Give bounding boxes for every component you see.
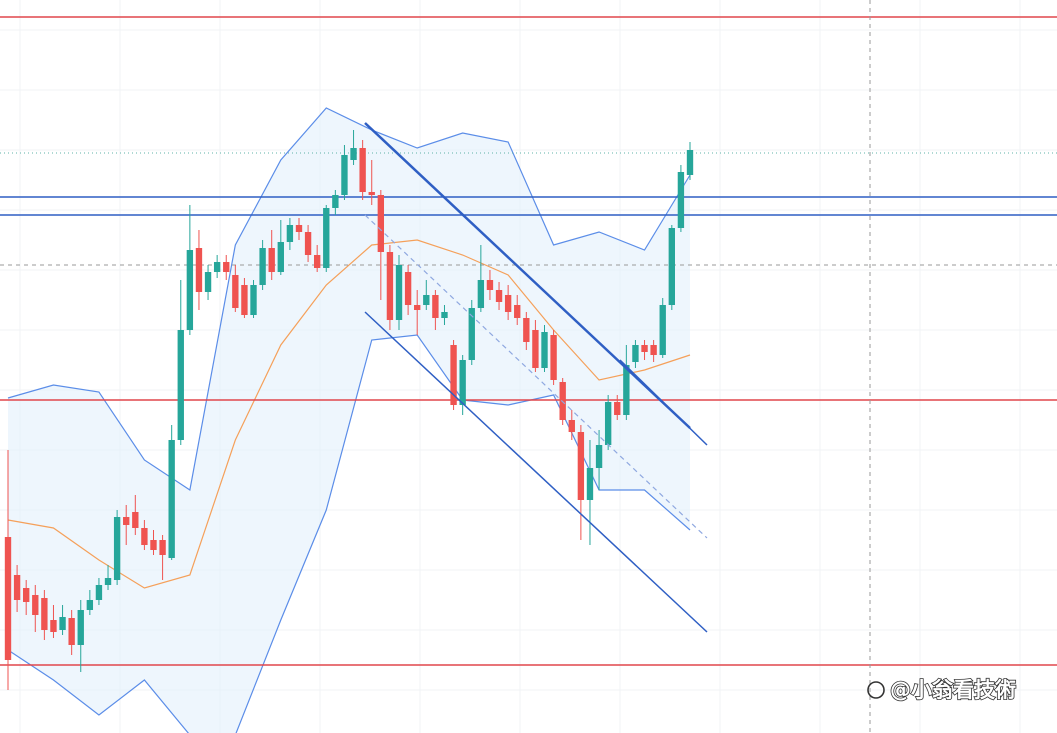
- candles: [4, 130, 694, 690]
- candle-body: [195, 248, 203, 292]
- watermark: @小翁看技術: [867, 677, 1017, 703]
- candle-body: [414, 305, 421, 310]
- candle-body: [213, 262, 221, 272]
- candle-body: [50, 620, 57, 632]
- band-fill: [8, 108, 690, 733]
- candle-body: [395, 265, 403, 320]
- candle-body: [132, 512, 139, 528]
- candle-body: [423, 295, 430, 305]
- candle-body: [477, 280, 485, 308]
- candle-body: [223, 262, 230, 272]
- candle-body: [577, 432, 585, 500]
- candle-body: [450, 345, 457, 405]
- candle-body: [259, 248, 266, 285]
- trend-line: [364, 122, 691, 429]
- candle-body: [441, 312, 448, 318]
- candle-body: [586, 468, 594, 500]
- band-middle: [7, 239, 691, 589]
- channel-mid: [364, 214, 708, 539]
- candle-body: [277, 242, 284, 272]
- candle-body: [150, 540, 157, 550]
- candle-body: [514, 305, 521, 318]
- candle-body: [604, 402, 612, 445]
- watermark-icon: [867, 681, 885, 699]
- candle-body: [659, 305, 666, 355]
- candle-body: [341, 155, 348, 195]
- candle-body: [468, 308, 475, 360]
- candle-body: [41, 598, 48, 630]
- candle-body: [77, 610, 84, 645]
- candle-body: [177, 330, 184, 440]
- horizontal-lines: [0, 16, 1057, 666]
- candle-body: [241, 285, 248, 315]
- candle-body: [286, 225, 294, 242]
- candle-body: [614, 402, 621, 415]
- candle-body: [168, 440, 175, 558]
- band-lower: [7, 334, 691, 733]
- candle-body: [159, 540, 166, 555]
- candle-body: [113, 517, 121, 580]
- candle-body: [523, 318, 530, 342]
- candle-body: [641, 345, 648, 352]
- candle-body: [686, 150, 694, 175]
- candle-body: [23, 588, 30, 602]
- candle-body: [595, 445, 603, 468]
- candle-body: [650, 345, 657, 355]
- channel-upper: [619, 359, 708, 446]
- candle-body: [95, 585, 103, 600]
- candle-body: [304, 232, 312, 255]
- candle-body: [32, 595, 39, 615]
- candle-body: [486, 280, 494, 290]
- candle-body: [59, 617, 66, 630]
- candle-body: [295, 225, 303, 232]
- band-upper: [7, 107, 691, 491]
- watermark-text: @小翁看技術: [890, 678, 1016, 702]
- candle-body: [186, 250, 194, 330]
- candle-body: [568, 420, 575, 432]
- candle-body: [123, 517, 130, 525]
- candle-body: [86, 600, 94, 610]
- candle-body: [141, 528, 148, 545]
- candle-body: [550, 335, 557, 380]
- candle-body: [232, 275, 239, 308]
- candle-body: [13, 575, 21, 600]
- candle-body: [386, 252, 394, 320]
- candle-body: [104, 578, 112, 585]
- candle-body: [332, 195, 339, 208]
- candle-body: [250, 285, 257, 315]
- candle-body: [377, 195, 385, 252]
- bollinger-bands: [7, 107, 691, 733]
- candle-body: [204, 272, 212, 292]
- candle-body: [668, 228, 675, 305]
- candle-body: [432, 295, 439, 318]
- candle-body: [359, 148, 366, 192]
- candle-body: [313, 255, 321, 268]
- candle-body: [350, 148, 357, 160]
- candle-body: [459, 360, 466, 405]
- candle-body: [541, 332, 548, 368]
- candle-body: [404, 272, 412, 305]
- candle-body: [268, 248, 275, 272]
- candle-body: [368, 192, 375, 195]
- candle-body: [504, 295, 512, 312]
- candle-body: [68, 618, 75, 645]
- candle-body: [632, 345, 639, 362]
- candle-body: [677, 172, 685, 228]
- candle-body: [495, 290, 503, 302]
- candle-body: [323, 208, 330, 268]
- candle-body: [4, 537, 12, 660]
- channel-lower: [364, 311, 708, 633]
- candle-body: [623, 365, 630, 415]
- candle-body: [532, 330, 539, 368]
